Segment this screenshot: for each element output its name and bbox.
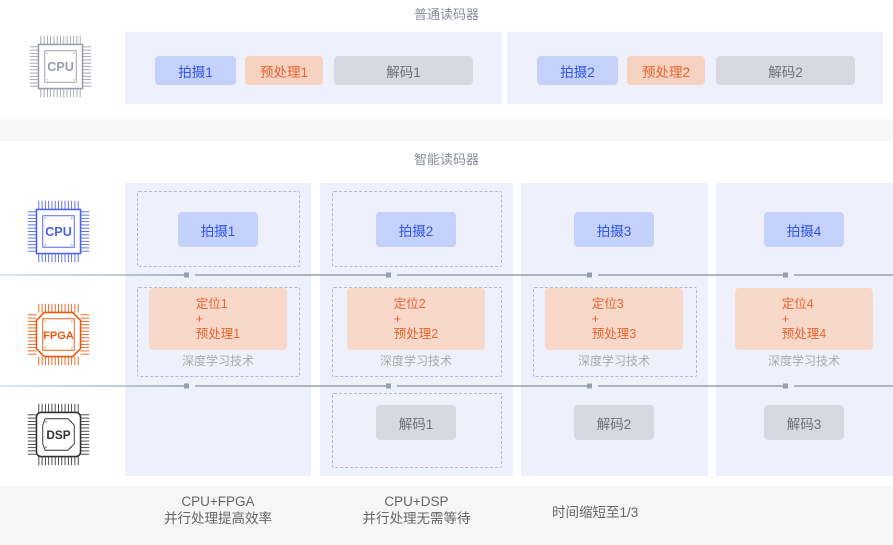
svg-text:FPGA: FPGA	[43, 330, 74, 342]
svg-text:CPU: CPU	[47, 60, 74, 74]
svg-text:CPU: CPU	[45, 225, 72, 239]
svg-text:DSP: DSP	[46, 428, 70, 442]
